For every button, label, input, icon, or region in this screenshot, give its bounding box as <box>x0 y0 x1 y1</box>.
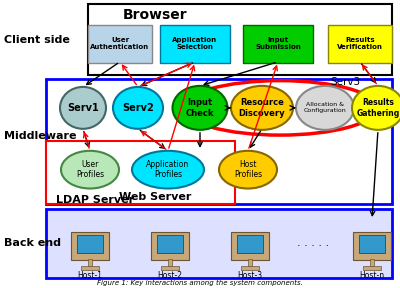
Text: Figure 1: Key interactions among the system components.: Figure 1: Key interactions among the sys… <box>97 280 303 286</box>
Text: Back end: Back end <box>4 238 61 248</box>
FancyBboxPatch shape <box>370 259 374 266</box>
FancyBboxPatch shape <box>354 232 390 260</box>
Text: Input
Check: Input Check <box>186 98 214 118</box>
Text: Allocation &
Configuration: Allocation & Configuration <box>304 103 346 113</box>
Text: Host-1: Host-1 <box>78 272 102 281</box>
Text: Serv3: Serv3 <box>330 77 360 87</box>
FancyBboxPatch shape <box>46 141 235 204</box>
Text: Client side: Client side <box>4 35 70 45</box>
Text: Results
Verification: Results Verification <box>337 37 383 50</box>
Text: Application
Selection: Application Selection <box>172 37 218 50</box>
Text: Host-n: Host-n <box>360 272 384 281</box>
FancyBboxPatch shape <box>248 259 252 266</box>
FancyBboxPatch shape <box>157 235 183 253</box>
Ellipse shape <box>219 151 277 189</box>
Text: Host
Profiles: Host Profiles <box>234 160 262 179</box>
Ellipse shape <box>296 86 354 130</box>
FancyBboxPatch shape <box>72 232 109 260</box>
Ellipse shape <box>132 151 204 189</box>
Text: LDAP Server: LDAP Server <box>56 195 134 205</box>
FancyBboxPatch shape <box>46 209 392 278</box>
Text: Input
Submission: Input Submission <box>255 37 301 50</box>
Ellipse shape <box>61 151 119 189</box>
Ellipse shape <box>231 86 293 130</box>
FancyBboxPatch shape <box>168 259 172 266</box>
Text: Host-3: Host-3 <box>238 272 262 281</box>
Ellipse shape <box>352 86 400 130</box>
Text: Host-2: Host-2 <box>158 272 182 281</box>
FancyBboxPatch shape <box>81 266 99 270</box>
Ellipse shape <box>172 86 228 130</box>
FancyBboxPatch shape <box>151 232 189 260</box>
FancyBboxPatch shape <box>88 4 392 75</box>
Text: Browser: Browser <box>123 8 187 22</box>
FancyBboxPatch shape <box>160 25 230 63</box>
Text: Web Server: Web Server <box>119 192 191 202</box>
Text: · · · · ·: · · · · · <box>297 241 329 251</box>
Text: Results
Gathering: Results Gathering <box>356 98 400 118</box>
FancyBboxPatch shape <box>241 266 259 270</box>
Ellipse shape <box>60 87 106 129</box>
FancyBboxPatch shape <box>359 235 385 253</box>
FancyBboxPatch shape <box>363 266 381 270</box>
Text: Serv1: Serv1 <box>67 103 99 113</box>
FancyBboxPatch shape <box>88 25 152 63</box>
FancyBboxPatch shape <box>237 235 263 253</box>
Text: Resource
Discovery: Resource Discovery <box>239 98 285 118</box>
Text: Serv2: Serv2 <box>122 103 154 113</box>
FancyBboxPatch shape <box>77 235 103 253</box>
Text: Middleware: Middleware <box>4 131 76 141</box>
FancyBboxPatch shape <box>231 232 269 260</box>
Text: Application
Profiles: Application Profiles <box>146 160 190 179</box>
FancyBboxPatch shape <box>46 79 392 204</box>
FancyBboxPatch shape <box>328 25 392 63</box>
FancyBboxPatch shape <box>88 259 92 266</box>
Text: User
Profiles: User Profiles <box>76 160 104 179</box>
FancyBboxPatch shape <box>161 266 179 270</box>
Text: User
Authentication: User Authentication <box>90 37 150 50</box>
Ellipse shape <box>113 87 163 129</box>
FancyBboxPatch shape <box>243 25 313 63</box>
